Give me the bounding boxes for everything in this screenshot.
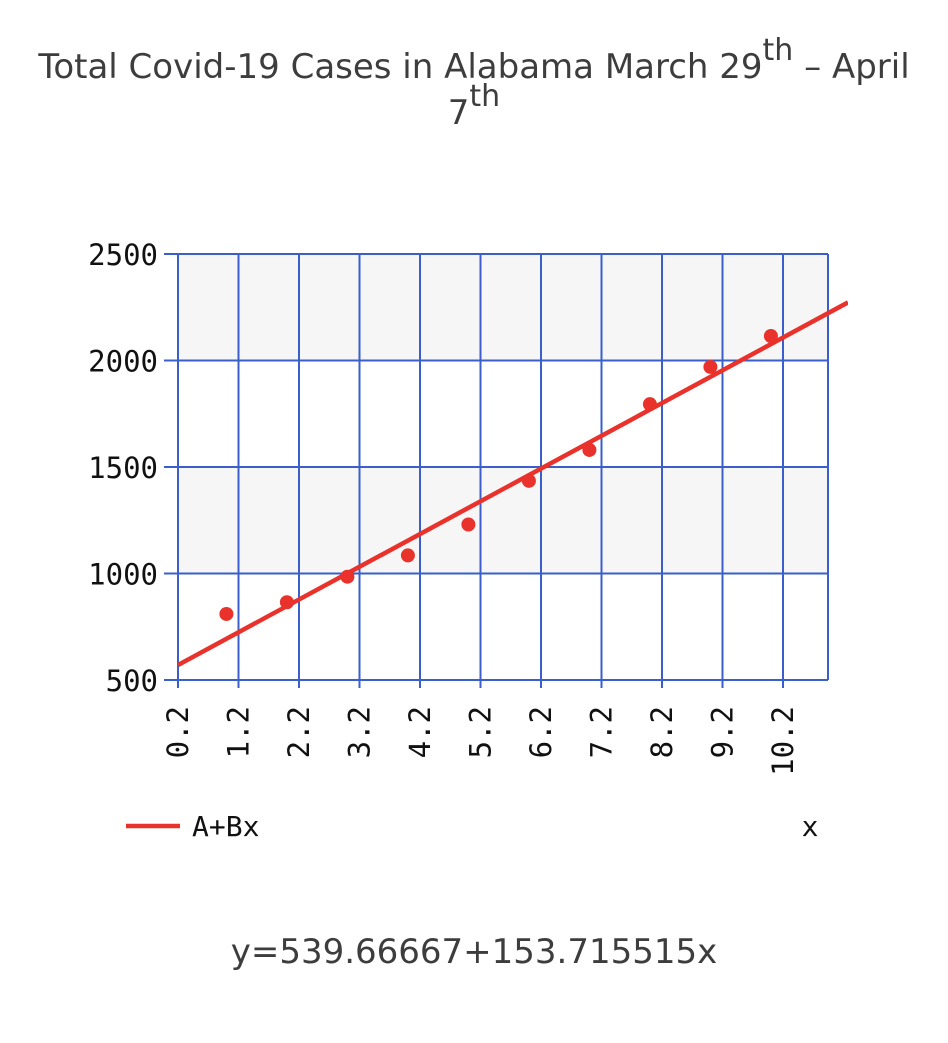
data-point — [461, 517, 476, 532]
title-superscript-2: th — [469, 78, 501, 114]
data-point — [279, 595, 294, 610]
y-tick-label: 500 — [106, 664, 158, 698]
x-tick-label: 9.2 — [706, 706, 740, 758]
title-text-1: Total Covid-19 Cases in Alabama March 29 — [38, 47, 763, 87]
title-superscript-1: th — [762, 32, 794, 68]
data-points — [219, 329, 778, 621]
x-tick-label: 10.2 — [766, 706, 800, 776]
chart-canvas: 2500 2000 1500 1000 500 0.2 1.2 2.2 3.2 4.2 5.2 6.… — [88, 238, 848, 843]
x-tick-label: 0.2 — [161, 706, 195, 758]
data-point — [703, 359, 718, 374]
y-tick-label: 1500 — [88, 451, 158, 485]
title-text-2: – April — [793, 47, 910, 87]
x-tick-label: 4.2 — [403, 706, 437, 758]
title-text-3: 7 — [447, 93, 470, 133]
legend: A+Bx — [126, 810, 259, 843]
grid-lines — [164, 253, 829, 688]
y-tick-label: 2500 — [88, 238, 158, 272]
plot-band — [178, 254, 828, 361]
x-tick-label: 8.2 — [645, 706, 679, 758]
chart-title: Total Covid-19 Cases in Alabama March 29… — [0, 35, 948, 136]
data-point — [642, 397, 657, 412]
x-tick-label: 3.2 — [343, 706, 377, 758]
y-axis-ticks: 2500 2000 1500 1000 500 — [88, 238, 158, 698]
y-tick-label: 2000 — [88, 345, 158, 379]
data-point — [521, 473, 536, 488]
x-axis-label-group: x — [802, 810, 819, 843]
data-point — [340, 569, 355, 584]
data-point — [400, 548, 415, 563]
x-axis-ticks: 0.2 1.2 2.2 3.2 4.2 5.2 6.2 7.2 8.2 9.2 10.2 — [161, 706, 800, 776]
regression-equation: y=539.66667+153.715515x — [230, 932, 718, 972]
x-axis-label: x — [802, 810, 819, 843]
data-point — [219, 606, 234, 621]
plot-band — [178, 467, 828, 574]
x-tick-label: 2.2 — [282, 706, 316, 758]
x-tick-label: 5.2 — [464, 706, 498, 758]
x-tick-label: 7.2 — [585, 706, 619, 758]
data-point — [763, 329, 778, 344]
legend-label: A+Bx — [192, 810, 259, 843]
y-tick-label: 1000 — [88, 558, 158, 592]
x-tick-label: 6.2 — [524, 706, 558, 758]
x-tick-label: 1.2 — [222, 706, 256, 758]
data-point — [582, 442, 597, 457]
